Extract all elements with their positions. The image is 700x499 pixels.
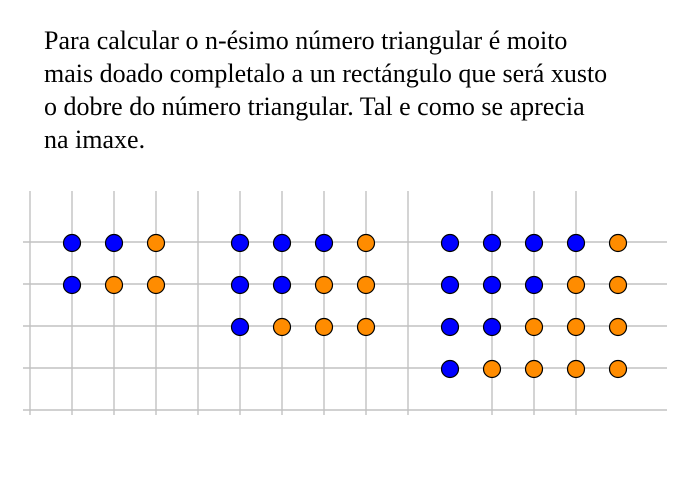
dot-orange bbox=[608, 359, 628, 379]
dot-orange bbox=[146, 275, 166, 295]
dot-blue bbox=[482, 317, 502, 337]
dot-blue bbox=[62, 275, 82, 295]
dot-blue bbox=[230, 233, 250, 253]
dot-blue bbox=[566, 233, 586, 253]
dot-blue bbox=[272, 233, 292, 253]
dot-orange bbox=[566, 359, 586, 379]
dot-blue bbox=[104, 233, 124, 253]
dot-orange bbox=[314, 275, 334, 295]
dot-orange bbox=[566, 275, 586, 295]
dot-blue bbox=[230, 275, 250, 295]
intro-paragraph: Para calcular o n-ésimo número triangula… bbox=[44, 24, 684, 156]
dot-blue bbox=[62, 233, 82, 253]
dot-blue bbox=[314, 233, 334, 253]
paragraph-line: mais doado completalo a un rectángulo qu… bbox=[44, 59, 608, 88]
dot-orange bbox=[146, 233, 166, 253]
dot-orange bbox=[524, 359, 544, 379]
dot-orange bbox=[104, 275, 124, 295]
dot-blue bbox=[440, 233, 460, 253]
dot-orange bbox=[482, 359, 502, 379]
dot-orange bbox=[356, 275, 376, 295]
dot-orange bbox=[356, 317, 376, 337]
dot-orange bbox=[608, 233, 628, 253]
dot-orange bbox=[608, 317, 628, 337]
dot-blue bbox=[482, 233, 502, 253]
dot-orange bbox=[356, 233, 376, 253]
dot-blue bbox=[524, 275, 544, 295]
paragraph-line: Para calcular o n-ésimo número triangula… bbox=[44, 26, 568, 55]
paragraph-line: o dobre do número triangular. Tal e como… bbox=[44, 92, 585, 121]
dot-orange bbox=[272, 317, 292, 337]
dot-orange bbox=[608, 275, 628, 295]
dot-orange bbox=[314, 317, 334, 337]
dot-blue bbox=[440, 359, 460, 379]
paragraph-line: na imaxe. bbox=[44, 125, 146, 154]
dot-blue bbox=[440, 317, 460, 337]
dot-blue bbox=[524, 233, 544, 253]
dot-blue bbox=[230, 317, 250, 337]
dot-orange bbox=[566, 317, 586, 337]
dot-blue bbox=[482, 275, 502, 295]
dot-orange bbox=[524, 317, 544, 337]
dot-blue bbox=[272, 275, 292, 295]
dot-blue bbox=[440, 275, 460, 295]
